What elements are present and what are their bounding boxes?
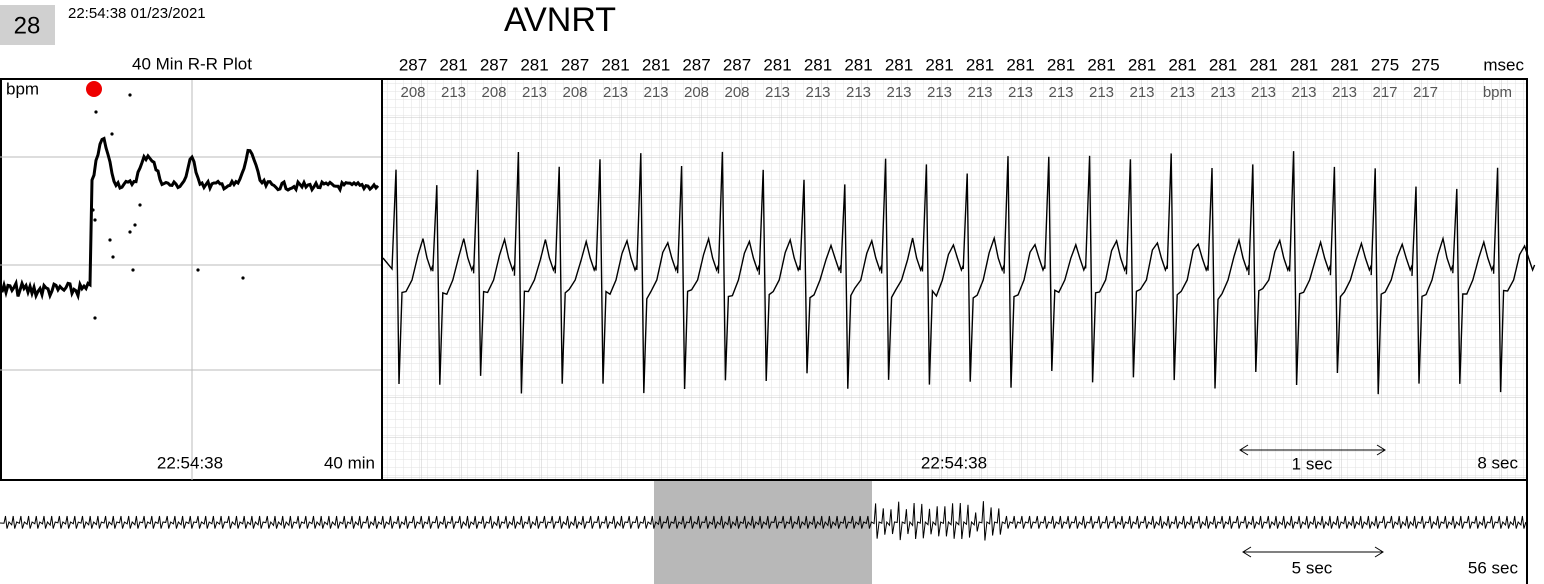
rr-interval: 281 — [804, 55, 832, 74]
rr-interval: 287 — [399, 55, 427, 74]
rr-interval: 275 — [1411, 55, 1439, 74]
rr-interval: 281 — [1330, 55, 1358, 74]
rr-time: 22:54:38 — [157, 453, 223, 472]
ecg-trace — [382, 151, 1536, 395]
rr-outlier — [93, 316, 97, 320]
rr-interval: 281 — [642, 55, 670, 74]
rr-interval: 281 — [925, 55, 953, 74]
rr-interval: 281 — [439, 55, 467, 74]
rr-interval: 281 — [885, 55, 913, 74]
rr-interval: 281 — [966, 55, 994, 74]
rr-interval: 275 — [1371, 55, 1399, 74]
rr-outlier — [108, 238, 112, 242]
rr-outlier — [131, 268, 135, 272]
overview — [0, 501, 1527, 541]
rr-outlier — [138, 203, 142, 207]
rr-interval: 281 — [1209, 55, 1237, 74]
heart-rate: 213 — [927, 84, 952, 101]
heart-rate: 213 — [967, 84, 992, 101]
rr-plot-title: 40 Min R-R Plot — [132, 54, 252, 73]
ecg — [382, 151, 1536, 395]
timestamp: 22:54:38 01/23/2021 — [68, 5, 206, 22]
strip-time: 22:54:38 — [921, 453, 987, 472]
heart-rate: 213 — [765, 84, 790, 101]
rr-interval: 281 — [1087, 55, 1115, 74]
rr-interval: 287 — [480, 55, 508, 74]
rr-unit: msec — [1483, 55, 1524, 74]
rr-y-unit: bpm — [6, 79, 39, 98]
strip-span: 8 sec — [1477, 453, 1518, 472]
heart-rate: 217 — [1372, 84, 1397, 101]
diagnosis-title: AVNRT — [504, 1, 616, 39]
heart-rate: 213 — [1210, 84, 1235, 101]
heart-rate: 213 — [1048, 84, 1073, 101]
rr-outlier — [128, 93, 132, 97]
ecg-grid — [381, 78, 1528, 481]
rr-interval: 287 — [723, 55, 751, 74]
heart-rate: 213 — [1170, 84, 1195, 101]
rr-outlier — [111, 255, 115, 259]
hr-unit: bpm — [1483, 84, 1512, 101]
rr-interval: 281 — [601, 55, 629, 74]
rr-interval: 281 — [763, 55, 791, 74]
rr-outlier — [133, 223, 137, 227]
rr-outlier — [91, 208, 95, 212]
heart-rate: 213 — [1332, 84, 1357, 101]
rr-outlier — [93, 218, 97, 222]
heart-rate: 208 — [481, 84, 506, 101]
rr-interval: 281 — [1168, 55, 1196, 74]
heart-rate: 213 — [603, 84, 628, 101]
heart-rate: 217 — [1413, 84, 1438, 101]
rr-trend — [0, 136, 380, 301]
rr-outlier — [128, 230, 132, 234]
heart-rate: 208 — [562, 84, 587, 101]
heart-rate: 213 — [441, 84, 466, 101]
rr-interval: 281 — [1290, 55, 1318, 74]
overview-trace — [0, 501, 1527, 541]
rr-interval: 281 — [520, 55, 548, 74]
rr-outlier — [241, 276, 245, 280]
heart-rate: 213 — [1291, 84, 1316, 101]
heart-rate: 208 — [724, 84, 749, 101]
heart-rate: 208 — [400, 84, 425, 101]
record-badge — [0, 5, 55, 45]
record-number: 28 — [14, 12, 41, 39]
heart-rate: 213 — [522, 84, 547, 101]
rr-outlier — [94, 110, 98, 114]
rr-span: 40 min — [324, 453, 375, 472]
rr-interval: 287 — [561, 55, 589, 74]
rr-plot — [0, 78, 383, 481]
heart-rate: 213 — [1251, 84, 1276, 101]
heart-rate: 208 — [684, 84, 709, 101]
rr-interval: 281 — [1249, 55, 1277, 74]
heart-rate: 213 — [805, 84, 830, 101]
rr-outlier — [196, 268, 200, 272]
strip-scale: 1 sec — [1292, 454, 1333, 473]
rr-interval: 281 — [1047, 55, 1075, 74]
heart-rate: 213 — [1089, 84, 1114, 101]
overview-scale-arrow — [1242, 546, 1384, 558]
rr-interval: 281 — [844, 55, 872, 74]
overview-window[interactable] — [654, 481, 872, 584]
overview-scale: 5 sec — [1292, 558, 1333, 577]
current-marker — [86, 81, 102, 97]
overview-span: 56 sec — [1468, 558, 1519, 577]
heart-rate: 213 — [643, 84, 668, 101]
rr-interval: 281 — [1006, 55, 1034, 74]
rr-outlier — [110, 132, 114, 136]
heart-rate: 213 — [1129, 84, 1154, 101]
scale-arrow — [1239, 444, 1386, 456]
heart-rate: 213 — [1008, 84, 1033, 101]
heart-rate: 213 — [886, 84, 911, 101]
heart-rate: 213 — [846, 84, 871, 101]
rr-interval: 281 — [1128, 55, 1156, 74]
rr-interval: 287 — [682, 55, 710, 74]
rr-row: 287 281 287 281 287 281 281 287 287 281 281 281 281 2… — [399, 55, 1440, 100]
